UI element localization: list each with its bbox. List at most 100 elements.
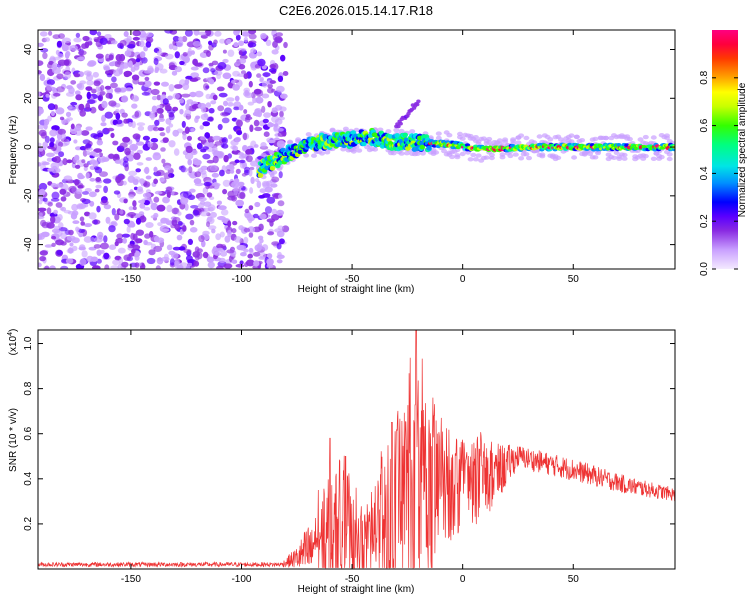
noise-point — [266, 196, 276, 204]
noise-point — [185, 103, 190, 110]
noise-point — [194, 90, 204, 98]
noise-point — [239, 191, 246, 200]
snr-frame — [37, 329, 676, 570]
noise-point — [128, 170, 138, 176]
halo-point — [467, 157, 474, 162]
noise-point — [48, 30, 53, 36]
noise-point — [205, 77, 213, 81]
spectrogram-points — [38, 30, 675, 269]
noise-point — [115, 176, 122, 184]
noise-point — [137, 81, 146, 86]
noise-point — [57, 214, 63, 221]
noise-point — [180, 197, 189, 205]
noise-point — [143, 70, 153, 74]
halo-point — [637, 137, 644, 142]
halo-point — [311, 153, 317, 158]
noise-point — [150, 202, 158, 211]
noise-point — [264, 206, 273, 214]
noise-point — [188, 166, 193, 174]
y-tick-label: 20 — [23, 92, 34, 104]
noise-point — [231, 79, 236, 84]
noise-point — [253, 144, 259, 148]
noise-point — [139, 203, 146, 209]
noise-point — [208, 40, 213, 46]
halo-point — [592, 136, 599, 142]
colorbar-tick-label: 0.0 — [699, 262, 710, 276]
noise-point — [135, 58, 141, 63]
noise-point — [103, 178, 112, 184]
noise-point — [94, 188, 100, 193]
noise-point — [156, 257, 164, 265]
noise-point — [78, 232, 84, 238]
noise-point — [145, 157, 152, 161]
halo-point — [435, 135, 442, 141]
noise-point — [206, 221, 210, 228]
noise-point — [50, 198, 60, 202]
noise-point — [86, 91, 92, 100]
noise-point — [249, 124, 254, 133]
noise-point — [124, 50, 132, 57]
noise-point — [231, 228, 237, 234]
noise-point — [243, 227, 251, 233]
noise-point — [137, 125, 145, 131]
noise-point — [114, 86, 122, 94]
noise-point — [138, 211, 145, 217]
noise-point — [183, 248, 192, 254]
noise-point — [245, 114, 251, 118]
noise-point — [253, 119, 260, 127]
noise-point — [220, 250, 228, 257]
y-tick-label: -20 — [23, 188, 34, 203]
noise-point — [92, 265, 101, 269]
noise-point — [183, 191, 192, 199]
noise-point — [277, 251, 282, 257]
noise-point — [89, 159, 97, 165]
noise-point — [184, 126, 190, 134]
noise-point — [138, 40, 145, 48]
noise-point — [152, 126, 160, 132]
noise-point — [77, 204, 87, 209]
noise-point — [127, 44, 136, 49]
noise-point — [45, 93, 50, 98]
noise-point — [194, 246, 200, 253]
noise-point — [228, 164, 234, 169]
noise-point — [150, 138, 159, 143]
noise-point — [239, 58, 247, 64]
noise-point — [168, 140, 176, 148]
noise-point — [202, 251, 209, 259]
noise-point — [248, 205, 254, 211]
noise-point — [227, 220, 232, 228]
noise-point — [182, 132, 187, 141]
noise-point — [226, 38, 232, 45]
noise-point — [70, 80, 77, 85]
noise-point — [65, 111, 72, 118]
noise-point — [154, 119, 160, 126]
noise-point — [168, 43, 174, 50]
noise-point — [145, 41, 152, 48]
noise-point — [238, 40, 245, 47]
noise-point — [202, 153, 211, 160]
noise-point — [89, 165, 96, 171]
noise-point — [44, 244, 53, 248]
noise-point — [164, 253, 169, 260]
noise-point — [114, 241, 119, 247]
noise-point — [243, 248, 249, 253]
noise-point — [106, 73, 113, 78]
noise-point — [46, 157, 53, 162]
noise-point — [242, 145, 247, 152]
halo-point — [390, 151, 397, 156]
noise-point — [178, 246, 186, 251]
snr-multiplier-exponent: 4 — [7, 332, 14, 336]
noise-point — [270, 183, 278, 188]
noise-point — [93, 244, 102, 249]
noise-point — [172, 216, 181, 223]
halo-point — [626, 136, 633, 142]
noise-point — [161, 81, 169, 87]
halo-point — [616, 156, 623, 161]
noise-point — [123, 118, 129, 124]
colorbar-gradient — [712, 30, 738, 269]
noise-point — [263, 131, 270, 137]
halo-point — [441, 148, 448, 154]
noise-point — [110, 40, 118, 45]
noise-point — [218, 257, 226, 263]
colorbar-tick-label: 0.8 — [699, 70, 710, 84]
